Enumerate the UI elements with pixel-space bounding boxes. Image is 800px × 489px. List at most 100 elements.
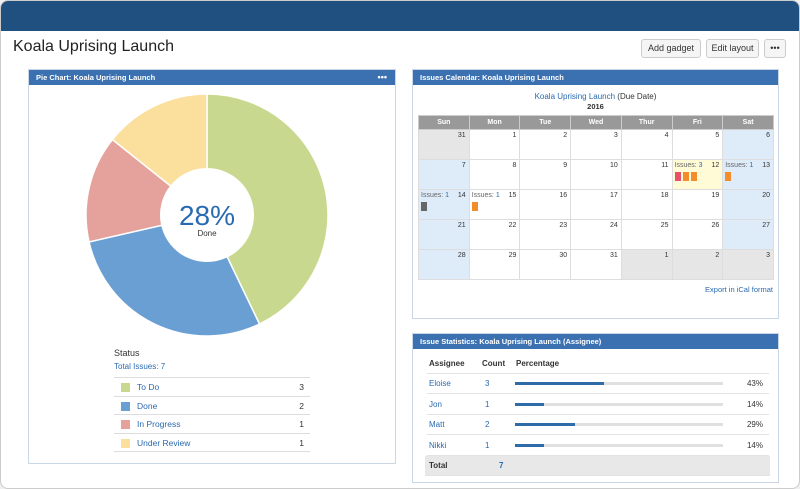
calendar-day[interactable]: 4 [620,129,673,160]
edit-layout-button[interactable]: Edit layout [706,39,759,58]
calendar-day[interactable]: 30 [519,249,572,280]
pie-chart-gadget: Pie Chart: Koala Uprising Launch ••• 28% D… [28,69,396,464]
issue-marker[interactable] [682,172,689,181]
calendar-day[interactable]: 26 [671,219,724,250]
calendar-day[interactable]: 2 [671,249,724,280]
day-number: 16 [559,192,568,199]
day-number: 7 [461,162,466,169]
issues-count: Issues: 1 [725,162,754,169]
day-number: 13 [762,162,770,169]
calendar-day[interactable]: 28 [418,249,470,280]
assignee-link[interactable]: Jon [429,399,442,409]
count-link[interactable]: 1 [485,399,490,409]
calendar-day[interactable]: 18 [620,189,673,220]
calendar-day[interactable]: 3 [570,129,622,160]
pie-slice-to-do[interactable] [206,93,329,326]
assignee-link[interactable]: Eloise [429,379,451,388]
total-issues-link[interactable]: Total Issues: 7 [114,362,166,371]
day-number: 1 [664,252,669,259]
calendar-day[interactable]: 14 Issues: 1 [418,189,470,220]
weekday-header: Wed [570,115,622,130]
calendar-day[interactable]: 24 [570,219,622,250]
total-count[interactable]: 7 [499,461,504,470]
center-value: 28% [179,200,235,231]
legend: To Do 3 Done 2 In Progress 1 Under Review 1 [114,377,310,452]
issue-marker[interactable] [690,172,697,181]
calendar-day[interactable]: 25 [620,219,673,250]
calendar-day[interactable]: 23 [519,219,572,250]
calendar-day[interactable]: 12 Issues: 3 [671,159,724,190]
gadget-menu-button[interactable]: ••• [377,72,387,82]
percentage-bar-fill [515,382,605,385]
weekday-header: Tue [519,115,572,130]
calendar-day[interactable]: 22 [468,219,521,250]
calendar-day[interactable]: 5 [671,129,724,160]
calendar-day[interactable]: 8 [468,159,521,190]
percentage-value: 14% [746,440,763,450]
issues-count-link[interactable]: 1 [495,192,500,199]
export-ical-link[interactable]: Export in iCal format [705,285,773,294]
calendar-day[interactable]: 27 [722,219,774,250]
calendar-day[interactable]: 7 [418,159,470,190]
calendar-day[interactable]: 21 [418,219,470,250]
stats-row: Nikki 1 14% [427,436,769,456]
more-options-button[interactable]: ••• [764,39,786,58]
calendar-day[interactable]: 31 [570,249,622,280]
calendar-day[interactable]: 15 Issues: 1 [468,189,521,220]
legend-label[interactable]: Under Review [137,437,191,448]
weekday-header: Sat [722,115,774,130]
project-link[interactable]: Koala Uprising Launch [534,92,616,101]
calendar-week: 28 29 30 31 1 2 3 [418,249,774,280]
legend-swatch [121,401,130,411]
issue-marker[interactable] [674,172,681,181]
calendar-day[interactable]: 29 [468,249,521,280]
day-number: 30 [559,252,568,259]
day-number: 4 [664,132,669,139]
issues-count-link[interactable]: 1 [749,162,754,169]
calendar-day[interactable]: 2 [519,129,572,160]
calendar-day[interactable]: 3 [722,249,774,280]
day-number: 1 [512,132,517,139]
weekday-header: Fri [671,115,724,130]
issue-marker[interactable] [471,202,478,211]
calendar-day[interactable]: 17 [570,189,622,220]
issue-marker[interactable] [421,202,427,211]
calendar-day[interactable]: 20 [722,189,774,220]
legend-label[interactable]: In Progress [137,419,181,429]
day-number: 27 [762,222,770,229]
day-number: 3 [613,132,618,139]
day-number: 25 [660,222,669,229]
count-link[interactable]: 2 [485,420,490,429]
calendar-day[interactable]: 11 [620,159,673,190]
gadget-header: Issues Calendar: Koala Uprising Launch [413,70,778,85]
calendar-day[interactable]: 10 [570,159,622,190]
assignee-link[interactable]: Matt [429,420,445,429]
day-number: 12 [711,162,720,169]
calendar-day[interactable]: 9 [519,159,572,190]
assignee-link[interactable]: Nikki [429,440,447,450]
day-number: 11 [661,162,669,169]
page-title: Koala Uprising Launch [13,38,174,55]
legend-label[interactable]: Done [137,400,158,411]
calendar-day[interactable]: 31 [418,129,470,160]
issues-count-link[interactable]: 3 [698,162,703,169]
count-link[interactable]: 1 [485,440,490,450]
column-header-percentage: Percentage [516,359,560,368]
legend-label[interactable]: To Do [137,382,160,392]
calendar-day[interactable]: 13 Issues: 1 [722,159,774,190]
issues-count: Issues: 3 [674,162,703,169]
calendar-day[interactable]: 6 [722,129,774,160]
calendar-day[interactable]: 19 [671,189,724,220]
weekday-header: Thur [620,115,673,130]
calendar-day[interactable]: 1 [468,129,521,160]
legend-row: Done 2 [114,397,310,415]
legend-value: 1 [299,437,304,448]
calendar-day[interactable]: 1 [620,249,673,280]
count-link[interactable]: 3 [485,379,490,388]
calendar-day[interactable]: 16 [519,189,572,220]
issues-calendar-gadget: Issues Calendar: Koala Uprising Launch K… [412,69,779,319]
day-number: 10 [610,162,618,169]
issue-marker[interactable] [725,172,732,181]
issues-count-link[interactable]: 1 [445,192,450,199]
add-gadget-button[interactable]: Add gadget [641,39,701,58]
